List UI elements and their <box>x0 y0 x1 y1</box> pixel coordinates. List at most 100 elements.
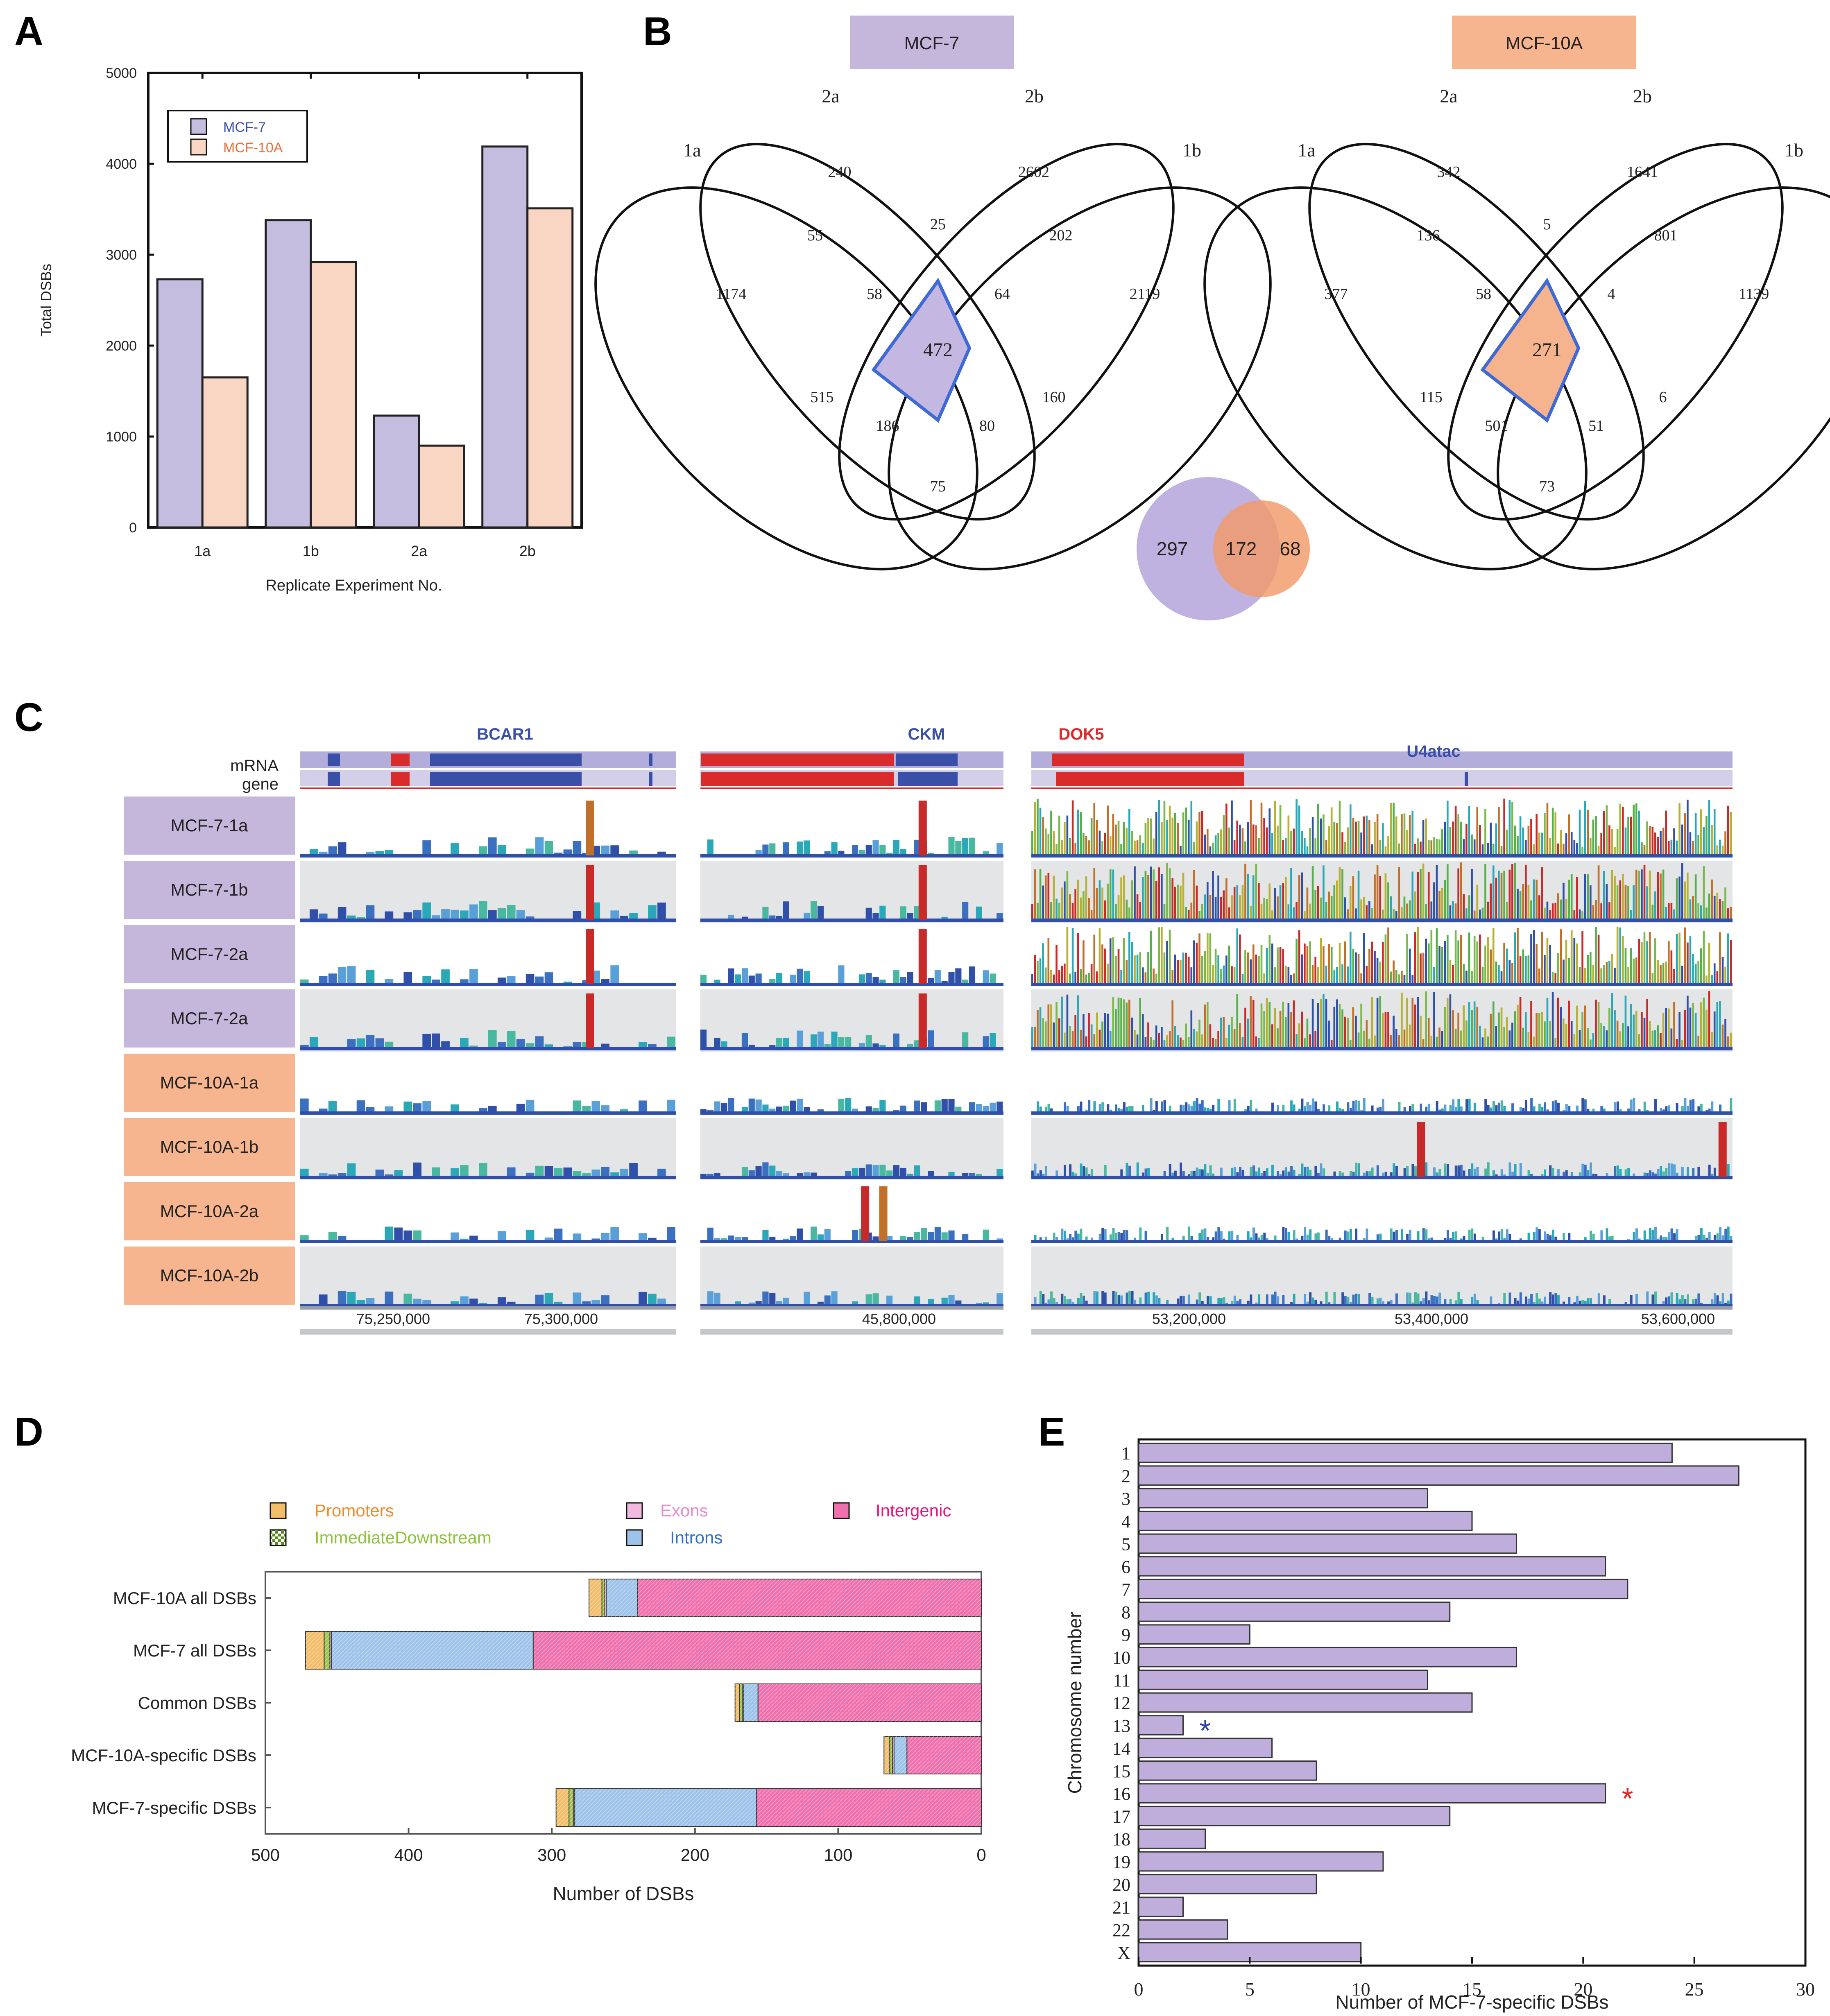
signal-bar <box>797 1228 803 1241</box>
signal-bar <box>1328 1105 1331 1113</box>
signal-bar <box>1187 1294 1190 1306</box>
signal-bar <box>1606 805 1608 855</box>
signal-bar <box>1430 840 1433 855</box>
signal-bar <box>907 1174 913 1177</box>
signal-bar <box>1193 1170 1196 1177</box>
signal-bar <box>1306 1102 1309 1113</box>
signal-bar <box>1703 931 1705 984</box>
signal-bar <box>544 841 553 855</box>
signal-bar <box>469 969 478 984</box>
signal-bar <box>1414 1292 1417 1306</box>
signal-bar <box>413 1162 422 1177</box>
signal-bar <box>948 1172 955 1177</box>
chromosome-bar-12 <box>1138 1692 1473 1713</box>
signal-bar <box>1126 1002 1128 1048</box>
venn-region-count: 1174 <box>716 285 747 303</box>
bar-mcf-10a-1b <box>310 261 357 529</box>
signal-bar <box>1487 843 1489 855</box>
signal-bar <box>1705 816 1708 855</box>
signal-bar <box>451 1301 459 1306</box>
chromosome-label: 3 <box>1121 1489 1130 1509</box>
legend-label-mcf10a: MCF-10A <box>223 140 283 156</box>
signal-bar <box>1244 950 1246 984</box>
signal-bar <box>1187 819 1190 855</box>
signal-bar <box>845 1171 852 1177</box>
signal-bar <box>1098 1233 1101 1241</box>
signal-bar <box>1304 1038 1306 1048</box>
signal-bar <box>1420 869 1422 920</box>
signal-bar <box>356 1100 365 1113</box>
signal-bar <box>1533 1106 1536 1113</box>
signal-bar <box>1393 1163 1395 1177</box>
signal-bar <box>1260 802 1263 855</box>
signal-bar <box>1414 932 1416 984</box>
signal-bar <box>1544 1102 1547 1113</box>
signal-bar <box>976 906 982 920</box>
signal-bar <box>1711 1299 1714 1306</box>
x-tick-label: 5 <box>1245 1979 1255 2000</box>
signal-bar <box>1201 1100 1204 1113</box>
x-tick-label: 0 <box>1134 1979 1144 2000</box>
signal-bar <box>1444 821 1446 855</box>
signal-bar <box>1449 1105 1452 1113</box>
signal-bar <box>1727 1164 1730 1177</box>
signal-bar <box>1220 1231 1223 1241</box>
signal-bar <box>1228 827 1230 855</box>
signal-bar <box>1098 880 1101 920</box>
signal-bar <box>1436 1172 1438 1177</box>
signal-bar <box>1711 975 1713 984</box>
signal-bar <box>319 1172 328 1177</box>
signal-bar <box>1484 864 1486 920</box>
signal-bar <box>1080 1163 1083 1177</box>
signal-bar <box>1536 1013 1538 1048</box>
signal-bar <box>893 1033 900 1048</box>
signal-bar <box>385 850 394 855</box>
signal-bar <box>1144 1037 1147 1048</box>
signal-bar <box>648 1294 657 1306</box>
signal-bar <box>1231 895 1233 920</box>
signal-bar <box>1519 1163 1522 1177</box>
signal-bar <box>1511 864 1513 920</box>
signal-bar <box>990 1102 996 1113</box>
signal-bar <box>1104 1229 1107 1241</box>
signal-bar <box>1614 1010 1616 1048</box>
signal-bar <box>1476 885 1479 920</box>
signal-bar <box>990 1033 996 1048</box>
signal-bar <box>1044 1166 1047 1177</box>
signal-bar <box>1449 1299 1452 1306</box>
signal-bar <box>1460 862 1462 920</box>
signal-bar <box>831 1291 838 1306</box>
signal-bar <box>1363 1098 1366 1113</box>
chromosome-bar-10 <box>1138 1647 1517 1668</box>
signal-bar <box>1282 949 1284 984</box>
chromosome-label: 21 <box>1112 1897 1130 1917</box>
signal-bar <box>1263 1233 1266 1241</box>
signal-bar <box>1438 839 1440 855</box>
signal-bar <box>1670 1228 1673 1241</box>
chromosome-bar-15 <box>1138 1760 1317 1781</box>
signal-bar <box>1279 947 1282 984</box>
signal-bar <box>1320 897 1322 920</box>
signal-bar <box>337 1235 347 1241</box>
signal-bar <box>1630 1004 1632 1048</box>
signal-bar <box>1107 1014 1109 1048</box>
signal-bar <box>1606 1030 1608 1048</box>
signal-bar <box>1250 1100 1252 1113</box>
signal-bar <box>1554 1236 1557 1241</box>
venn-region-count: 202 <box>1049 227 1073 244</box>
signal-bar <box>1247 873 1249 920</box>
signal-bar <box>1120 1169 1123 1177</box>
signal-bar <box>1495 1026 1497 1048</box>
signal-bar <box>309 1037 318 1048</box>
signal-bar <box>366 970 375 984</box>
signal-bar <box>1608 825 1610 855</box>
chromosome-label: 2 <box>1121 1466 1130 1486</box>
venn-title-mcf7: MCF-7 <box>904 33 959 53</box>
track-row <box>700 1247 1003 1309</box>
signal-bar <box>1066 1299 1069 1306</box>
signal-bar <box>1263 973 1265 984</box>
signal-bar <box>1665 962 1667 984</box>
signal-bar <box>1484 809 1486 855</box>
signal-bar <box>1468 1098 1471 1113</box>
venn-set-label: 1a <box>1298 140 1315 161</box>
